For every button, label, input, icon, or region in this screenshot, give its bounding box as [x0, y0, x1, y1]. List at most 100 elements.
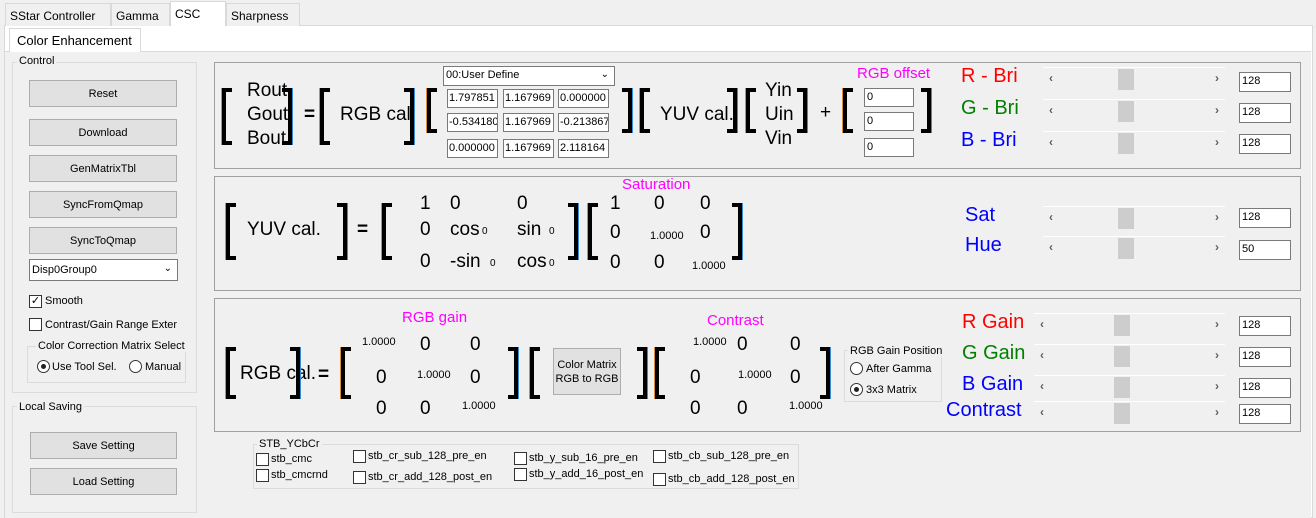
hue-value-input[interactable]: 50: [1239, 240, 1291, 260]
matrix-cell-input[interactable]: -0.213867: [558, 113, 609, 132]
matrix-cell-input[interactable]: 2.118164: [558, 139, 609, 158]
bracket-left: [222, 88, 232, 145]
stb-checkbox[interactable]: [653, 450, 666, 463]
chevron-left-icon[interactable]: ‹: [1049, 240, 1053, 254]
reset-button[interactable]: Reset: [29, 80, 177, 107]
slider-thumb[interactable]: [1113, 315, 1130, 336]
b-bri-slider[interactable]: ‹ ›: [1043, 131, 1225, 154]
stb-checkbox[interactable]: [653, 473, 666, 486]
use-tool-sel-radio[interactable]: [37, 360, 50, 373]
group-select[interactable]: Disp0Group0 ⌄: [29, 259, 178, 281]
g-gain-value-input[interactable]: 128: [1239, 347, 1291, 367]
chevron-right-icon[interactable]: ›: [1215, 240, 1219, 254]
hue-slider[interactable]: ‹ ›: [1043, 236, 1225, 259]
stb-checkbox[interactable]: [353, 450, 366, 463]
matrix-cell-input[interactable]: 1.167969: [503, 89, 554, 108]
chevron-right-icon[interactable]: ›: [1215, 135, 1219, 149]
stb-checkbox[interactable]: [514, 452, 527, 465]
smooth-checkbox[interactable]: ✓: [29, 295, 42, 308]
slider-thumb[interactable]: [1118, 69, 1135, 90]
tab-csc[interactable]: CSC: [170, 1, 226, 26]
color-matrix-button[interactable]: Color Matrix RGB to RGB: [553, 348, 621, 395]
bracket-left: [843, 88, 853, 133]
g-gain-slider[interactable]: ‹ ›: [1034, 344, 1225, 367]
slider-thumb[interactable]: [1118, 101, 1135, 122]
chevron-right-icon[interactable]: ›: [1215, 210, 1219, 224]
contrast-label: Contrast: [707, 312, 764, 329]
chevron-left-icon[interactable]: ‹: [1049, 71, 1053, 85]
angle-value: 0: [549, 226, 555, 237]
stb-checkbox[interactable]: [256, 453, 269, 466]
chevron-left-icon[interactable]: ‹: [1040, 348, 1044, 362]
stb-checkbox[interactable]: [256, 469, 269, 482]
chevron-left-icon[interactable]: ‹: [1040, 379, 1044, 393]
chevron-right-icon[interactable]: ›: [1215, 348, 1219, 362]
rgb-gain-position-title: RGB Gain Position: [848, 345, 945, 357]
slider-thumb[interactable]: [1118, 238, 1134, 259]
chevron-right-icon[interactable]: ›: [1215, 405, 1219, 419]
tab-gamma[interactable]: Gamma: [111, 3, 170, 26]
sat-slider[interactable]: ‹ ›: [1043, 206, 1225, 229]
offset-b-input[interactable]: 0: [864, 138, 914, 157]
angle-value: 0: [490, 258, 496, 269]
range-checkbox[interactable]: [29, 318, 42, 331]
sat-value-input[interactable]: 128: [1239, 208, 1291, 228]
matrix-cell-input[interactable]: 1.797851: [447, 89, 498, 108]
after-gamma-label: After Gamma: [866, 363, 932, 375]
contrast-slider[interactable]: ‹ ›: [1034, 401, 1225, 424]
matrix-cell-input[interactable]: 1.167969: [503, 113, 554, 132]
g-bri-value-input[interactable]: 128: [1239, 103, 1291, 123]
r-bri-value-input[interactable]: 128: [1239, 72, 1291, 92]
yuv-cal-lhs: YUV cal.: [247, 219, 321, 240]
preset-select[interactable]: 00:User Define ⌄: [443, 66, 615, 86]
chevron-right-icon[interactable]: ›: [1215, 317, 1219, 331]
chevron-right-icon[interactable]: ›: [1215, 379, 1219, 393]
gen-matrix-tbl-button[interactable]: GenMatrixTbl: [29, 155, 177, 182]
matrix-cell-input[interactable]: 0.000000: [447, 139, 498, 158]
chevron-left-icon[interactable]: ‹: [1049, 103, 1053, 117]
matrix-cell-input[interactable]: 0.000000: [558, 89, 609, 108]
subtab-color-enhancement[interactable]: Color Enhancement: [9, 28, 141, 52]
slider-thumb[interactable]: [1113, 403, 1130, 424]
download-button[interactable]: Download: [29, 119, 177, 146]
chevron-right-icon[interactable]: ›: [1215, 103, 1219, 117]
slider-thumb[interactable]: [1118, 133, 1135, 154]
contrast-value-input[interactable]: 128: [1239, 404, 1291, 424]
chevron-left-icon[interactable]: ‹: [1049, 210, 1053, 224]
angle-value: 0: [549, 258, 555, 269]
bracket-left: [226, 203, 236, 260]
rgb-offset-label: RGB offset: [857, 65, 931, 82]
slider-thumb[interactable]: [1113, 377, 1130, 398]
chevron-left-icon[interactable]: ‹: [1040, 317, 1044, 331]
manual-radio[interactable]: [129, 360, 142, 373]
sync-to-qmap-button[interactable]: SyncToQmap: [29, 227, 177, 254]
chevron-right-icon[interactable]: ›: [1215, 71, 1219, 85]
tab-sstar-controller[interactable]: SStar Controller: [5, 3, 111, 26]
r-gain-slider[interactable]: ‹ ›: [1034, 313, 1225, 336]
b-gain-slider[interactable]: ‹ ›: [1034, 375, 1225, 398]
sync-from-qmap-button[interactable]: SyncFromQmap: [29, 191, 177, 218]
b-bri-value-input[interactable]: 128: [1239, 134, 1291, 154]
g-gain-label: G Gain: [962, 342, 1026, 364]
after-gamma-radio[interactable]: [850, 362, 863, 375]
save-setting-button[interactable]: Save Setting: [30, 432, 177, 459]
r-bri-slider[interactable]: ‹ ›: [1043, 67, 1225, 90]
tab-sharpness[interactable]: Sharpness: [226, 3, 300, 26]
matrix-cell-input[interactable]: 1.167969: [503, 139, 554, 158]
chevron-left-icon[interactable]: ‹: [1049, 135, 1053, 149]
load-setting-button[interactable]: Load Setting: [30, 468, 177, 495]
r-gain-value-input[interactable]: 128: [1239, 316, 1291, 336]
g-bri-slider[interactable]: ‹ ›: [1043, 99, 1225, 122]
offset-g-input[interactable]: 0: [864, 112, 914, 131]
stb-checkbox[interactable]: [514, 468, 527, 481]
stb-checkbox[interactable]: [353, 471, 366, 484]
b-gain-value-input[interactable]: 128: [1239, 378, 1291, 398]
local-saving-group: [12, 406, 197, 513]
uin-label: Uin: [765, 104, 794, 125]
slider-thumb[interactable]: [1118, 208, 1135, 229]
offset-r-input[interactable]: 0: [864, 88, 914, 107]
chevron-left-icon[interactable]: ‹: [1040, 405, 1044, 419]
3x3-matrix-radio[interactable]: [850, 383, 863, 396]
slider-thumb[interactable]: [1113, 346, 1130, 367]
matrix-cell-input[interactable]: -0.534180: [447, 113, 498, 132]
